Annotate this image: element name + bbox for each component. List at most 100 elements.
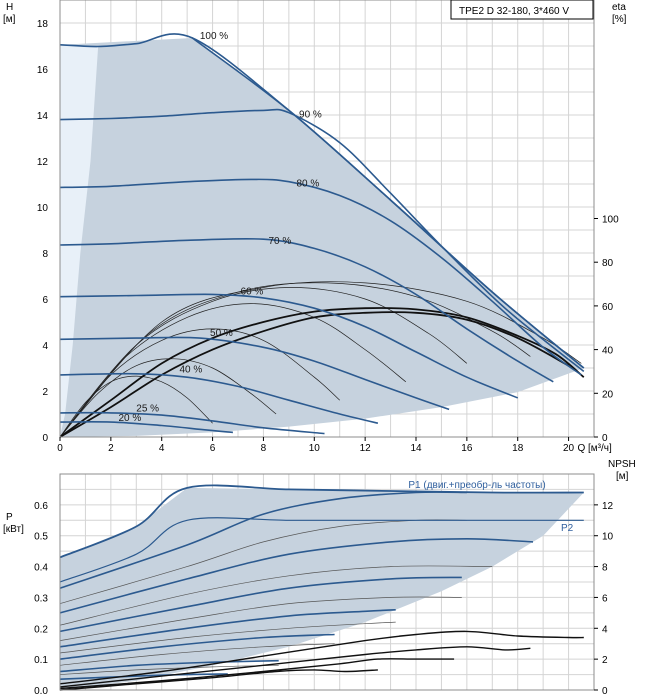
y-tick-label: 4 [42,341,48,352]
eta-axis-unit: [%] [612,14,627,25]
speed-curve-1 [59,108,585,373]
x-tick-label: 14 [410,443,422,454]
y-tick-label: 18 [37,19,49,30]
eta-axis-name: eta [612,2,626,13]
speed-label-0: 100 % [200,31,228,42]
p-tick-label: 0.6 [34,501,48,512]
x-tick-label: 2 [108,443,114,454]
y-tick-label: 16 [37,65,49,76]
speed-curve-7 [59,411,325,435]
p2-curve-2 [59,596,462,641]
speed-label-4: 60 % [241,286,264,297]
x-tick-label: 20 [563,443,575,454]
eta-tick-label: 0 [602,433,608,444]
eta-tick-label: 100 [602,215,619,226]
speed-label-8: 20 % [118,413,141,424]
npsh-tick-label: 2 [602,655,608,666]
x-tick-label: 18 [512,443,524,454]
x-tick-label: 0 [57,443,63,454]
efficiency-curve-0 [59,375,213,438]
efficiency-curve-1 [59,358,277,438]
p-axis-name: P [6,512,13,523]
p1-curve-4 [59,633,335,660]
p1-curve-6 [59,673,228,680]
speed-label-3: 70 % [269,236,292,247]
p-tick-label: 0.0 [34,686,48,697]
p-tick-label: 0.3 [34,593,48,604]
eta-tick-label: 40 [602,346,614,357]
efficiency-curve-6 [59,281,582,438]
y-tick-label: 2 [42,387,48,398]
p1-curve-0 [59,491,467,589]
npsh-axis-name: NPSH [608,459,636,470]
head-flow-chart: 100 % 90 % 80 % 70 % 60 % 50 % 40 % 25 %20 % 0 2 4… [3,0,627,454]
p2-curve-4 [59,643,335,666]
x-tick-label: 16 [461,443,473,454]
speed-curve-2 [59,178,582,376]
npsh-curve-2 [59,658,455,690]
eta-tick-label: 60 [602,302,614,313]
speed-curve-4 [59,293,519,399]
y-tick-label: 12 [37,157,49,168]
y-tick-label: 8 [42,249,48,260]
y-axis-unit: [м] [3,14,16,25]
p-axis-unit: [кВт] [3,524,24,535]
x-tick-label: 6 [210,443,216,454]
x-tick-label: 12 [360,443,372,454]
p2-curve-5 [59,664,279,675]
npsh-curve-0 [59,630,584,685]
x-tick-label: 8 [261,443,267,454]
speed-curve-3 [59,237,554,383]
speed-label-2: 80 % [296,178,319,189]
bottom-plot-frame [59,473,595,691]
y-axis-name: H [6,2,13,13]
efficiency-curve-2 [59,328,340,438]
max-curve [191,37,585,369]
p2-curve-3 [59,621,396,654]
series-label-p1: P1 (двиг.+преобр-ль частоты) [408,479,545,491]
speed-label-6: 40 % [180,365,203,376]
npsh-tick-label: 0 [602,686,608,697]
speed-curve-6 [59,372,379,424]
speed-label-1: 90 % [299,109,322,120]
chart-title: TPE2 D 32-180, 3*460 V [459,6,569,17]
npsh-curve-1 [59,646,531,688]
y-tick-label: 0 [42,433,48,444]
p-tick-label: 0.1 [34,655,48,666]
series-line-0 [59,484,584,559]
p-tick-label: 0.4 [34,563,48,574]
npsh-tick-label: 10 [602,532,614,543]
y-tick-label: 10 [37,203,49,214]
bep-curve-0 [59,307,585,438]
p1-curve-1 [59,537,534,614]
series-line-1 [59,517,584,583]
series-label-p2: P2 [561,523,574,534]
bep-curve-1 [59,311,570,438]
x-tick-label: 4 [159,443,165,454]
eta-tick-label: 20 [602,389,614,400]
npsh-axis-unit: [м] [616,471,629,482]
y-tick-label: 6 [42,295,48,306]
speed-curve-5 [59,336,450,411]
speed-label-5: 50 % [210,328,233,339]
speed-curve-8 [59,421,233,434]
p-tick-label: 0.2 [34,624,48,635]
title-box [450,0,594,20]
p1-curve-2 [59,576,462,633]
y-tick-label: 14 [37,111,49,122]
p-tick-label: 0.5 [34,532,48,543]
npsh-curve-3 [59,669,378,691]
p2-curve-1 [59,565,493,626]
npsh-tick-label: 4 [602,624,608,635]
x-axis-label: Q [м³/ч] [577,443,612,454]
x-tick-label: 10 [309,443,321,454]
p1-curve-3 [59,609,396,648]
npsh-tick-label: 8 [602,563,608,574]
operating-region [60,37,584,437]
power-npsh-chart: P1 (двиг.+преобр-ль частоты)P20.00.10.20… [3,459,636,697]
eta-tick-label: 80 [602,258,614,269]
npsh-tick-label: 12 [602,501,614,512]
npsh-tick-label: 6 [602,593,608,604]
speed-label-7: 25 % [136,404,159,415]
